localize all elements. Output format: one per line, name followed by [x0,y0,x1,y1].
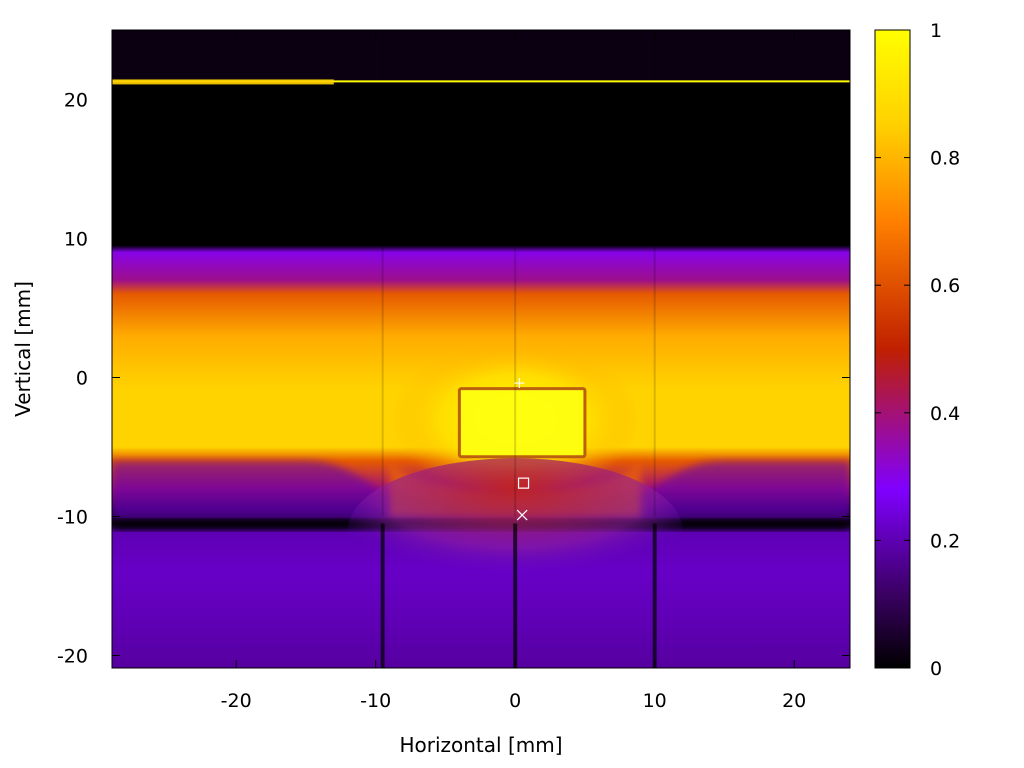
inner-rectangle [457,387,587,459]
y-tick-label: 10 [64,228,88,250]
marker-x [516,509,528,521]
y-tick-label: 20 [64,89,88,111]
top-line-bright-segment [112,79,334,85]
y-axis-label: Vertical [mm] [11,281,35,417]
plot-frame [111,29,851,669]
x-axis-label: Horizontal [mm] [399,733,562,757]
colorbar-tick-label: 0.6 [930,275,960,297]
marker-plus [514,378,525,389]
colorbar-tick-label: 0 [930,658,942,680]
colorbar: 0 0.2 0.4 0.6 0.8 1 [874,20,960,680]
y-tick-label: -10 [57,506,88,528]
y-tick-label: -20 [57,645,88,667]
x-tick-label: 10 [643,690,667,712]
x-tick-label: 20 [782,690,806,712]
colorbar-tick-label: 0.2 [930,530,960,552]
plot-area [112,30,850,668]
colorbar-tick-label: 0.8 [930,148,960,170]
colorbar-tick-label: 1 [930,20,942,42]
marker-square [517,477,530,489]
x-tick-label: 0 [509,690,521,712]
axes: -20 -10 0 10 20 -20 -10 0 10 20 [57,29,851,712]
colorbar-gradient [874,29,911,669]
heatmap-field [112,30,850,668]
y-tick-label: 0 [76,367,88,389]
colorbar-tick-label: 0.4 [930,403,960,425]
x-tick-label: -10 [360,690,391,712]
x-tick-label: -20 [221,690,252,712]
